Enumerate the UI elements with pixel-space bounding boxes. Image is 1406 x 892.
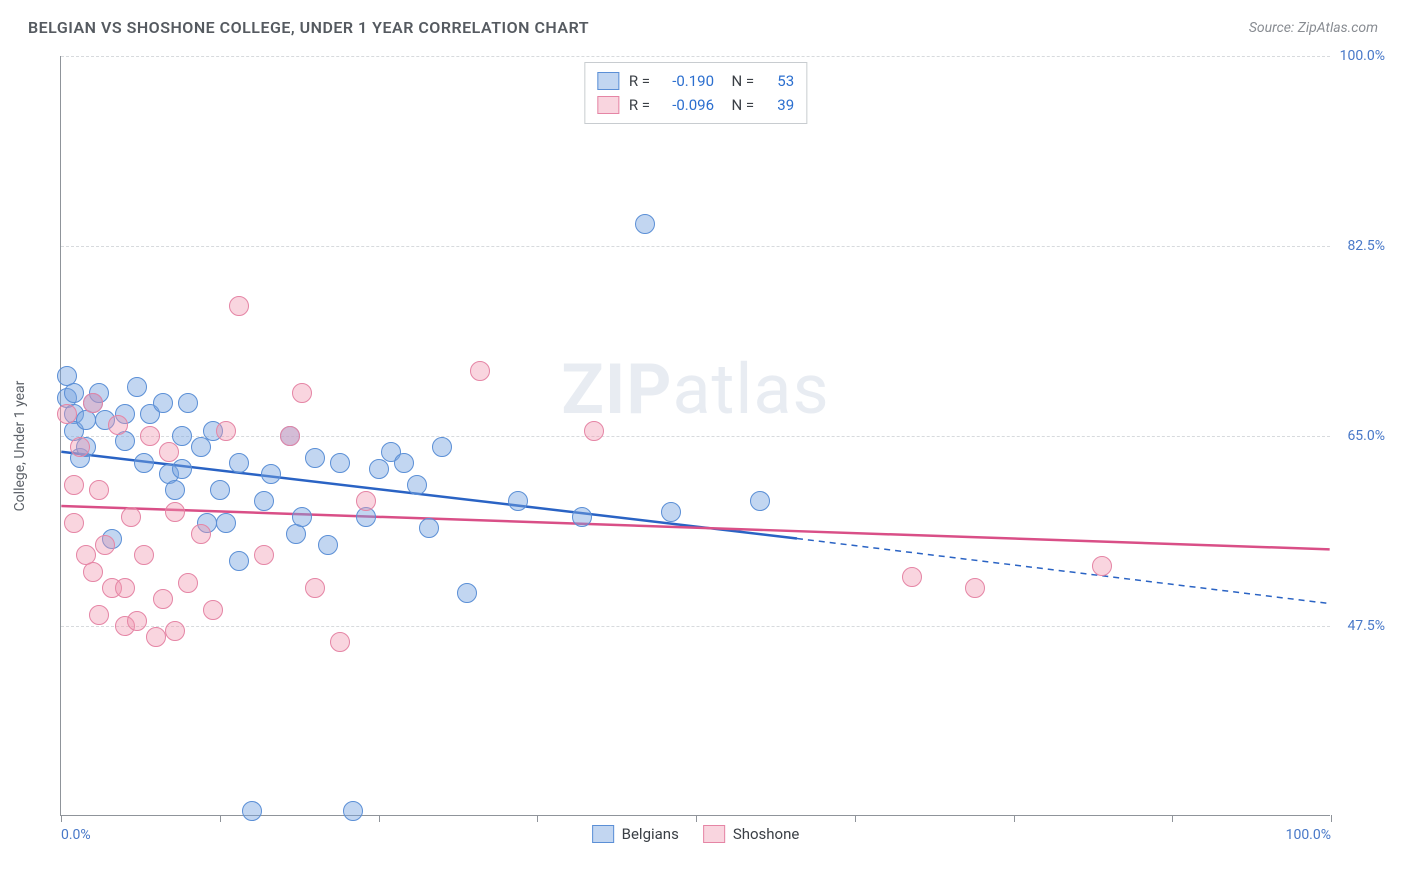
x-tick [1172, 815, 1173, 822]
scatter-point [457, 583, 477, 603]
x-tick [220, 815, 221, 822]
scatter-point [470, 361, 490, 381]
scatter-point [70, 437, 90, 457]
x-tick [855, 815, 856, 822]
y-tick-label: 82.5% [1347, 238, 1385, 254]
scatter-point [254, 491, 274, 511]
scatter-point [305, 578, 325, 598]
gridline-h [61, 246, 1330, 247]
scatter-point [369, 459, 389, 479]
scatter-point [165, 502, 185, 522]
scatter-point [229, 453, 249, 473]
scatter-point [89, 605, 109, 625]
scatter-point [584, 421, 604, 441]
scatter-point [280, 426, 300, 446]
scatter-point [127, 377, 147, 397]
scatter-point [902, 567, 922, 587]
scatter-point [115, 578, 135, 598]
scatter-point [64, 475, 84, 495]
legend-item: Belgians [592, 825, 679, 843]
x-tick-label: 100.0% [1286, 827, 1331, 843]
y-axis-label: College, Under 1 year [12, 381, 28, 512]
scatter-point [508, 491, 528, 511]
scatter-point [292, 507, 312, 527]
legend-item: Shoshone [703, 825, 800, 843]
x-tick-label: 0.0% [61, 827, 91, 843]
scatter-point [83, 562, 103, 582]
scatter-point [242, 801, 262, 821]
scatter-point [134, 453, 154, 473]
scatter-point [572, 507, 592, 527]
scatter-point [1092, 556, 1112, 576]
watermark: ZIPatlas [561, 349, 829, 431]
chart-container: College, Under 1 year ZIPatlas R =-0.190… [28, 56, 1378, 836]
scatter-point [432, 437, 452, 457]
scatter-point [330, 453, 350, 473]
scatter-point [134, 545, 154, 565]
scatter-point [89, 480, 109, 500]
x-tick [696, 815, 697, 822]
scatter-point [203, 600, 223, 620]
scatter-point [661, 502, 681, 522]
gridline-h [61, 626, 1330, 627]
gridline-h [61, 436, 1330, 437]
scatter-point [407, 475, 427, 495]
scatter-point [292, 383, 312, 403]
scatter-point [261, 464, 281, 484]
plot-area: ZIPatlas R =-0.190 N =53R =-0.096 N =39 … [60, 56, 1330, 816]
scatter-point [83, 393, 103, 413]
scatter-point [57, 404, 77, 424]
correlation-legend: R =-0.190 N =53R =-0.096 N =39 [584, 62, 807, 124]
scatter-point [254, 545, 274, 565]
y-tick-label: 100.0% [1340, 48, 1385, 64]
x-tick [379, 815, 380, 822]
scatter-point [153, 589, 173, 609]
scatter-point [165, 621, 185, 641]
legend-row: R =-0.096 N =39 [597, 93, 794, 117]
scatter-point [305, 448, 325, 468]
scatter-point [178, 393, 198, 413]
scatter-point [229, 296, 249, 316]
scatter-point [635, 214, 655, 234]
scatter-point [127, 611, 147, 631]
x-tick [61, 815, 62, 822]
scatter-point [95, 535, 115, 555]
scatter-point [750, 491, 770, 511]
scatter-point [356, 491, 376, 511]
scatter-point [216, 513, 236, 533]
scatter-point [146, 627, 166, 647]
x-tick [537, 815, 538, 822]
scatter-point [172, 459, 192, 479]
scatter-point [153, 393, 173, 413]
source-credit: Source: ZipAtlas.com [1249, 20, 1378, 36]
scatter-point [191, 437, 211, 457]
y-tick-label: 65.0% [1347, 428, 1385, 444]
gridline-h [61, 56, 1330, 57]
x-tick [1331, 815, 1332, 822]
chart-title: BELGIAN VS SHOSHONE COLLEGE, UNDER 1 YEA… [28, 18, 589, 37]
scatter-point [216, 421, 236, 441]
scatter-point [121, 507, 141, 527]
scatter-point [210, 480, 230, 500]
scatter-point [159, 442, 179, 462]
scatter-point [229, 551, 249, 571]
x-tick [1014, 815, 1015, 822]
series-legend: Belgians Shoshone [592, 825, 800, 843]
scatter-point [965, 578, 985, 598]
scatter-point [419, 518, 439, 538]
scatter-point [165, 480, 185, 500]
scatter-point [172, 426, 192, 446]
legend-row: R =-0.190 N =53 [597, 69, 794, 93]
scatter-point [64, 513, 84, 533]
scatter-point [343, 801, 363, 821]
y-tick-label: 47.5% [1347, 618, 1385, 634]
scatter-point [64, 383, 84, 403]
scatter-point [394, 453, 414, 473]
scatter-point [108, 415, 128, 435]
scatter-point [318, 535, 338, 555]
scatter-point [178, 573, 198, 593]
scatter-point [191, 524, 211, 544]
scatter-point [140, 426, 160, 446]
scatter-point [330, 632, 350, 652]
